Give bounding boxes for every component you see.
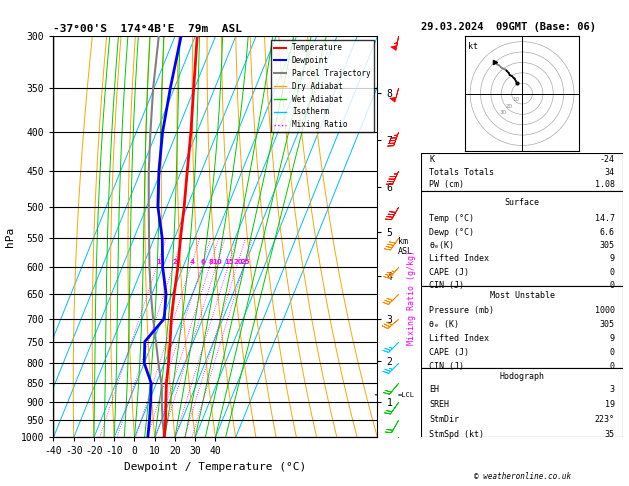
Text: 19: 19 (604, 400, 615, 409)
Text: kt: kt (468, 42, 478, 51)
Y-axis label: hPa: hPa (6, 227, 15, 247)
Text: CAPE (J): CAPE (J) (430, 348, 469, 357)
Text: PW (cm): PW (cm) (430, 180, 464, 189)
Text: =LCL: =LCL (398, 392, 415, 398)
Text: StmSpd (kt): StmSpd (kt) (430, 430, 484, 438)
Text: 10: 10 (513, 97, 520, 102)
Text: 0: 0 (610, 281, 615, 290)
Text: 10: 10 (213, 259, 223, 265)
Bar (421, 368, 623, 437)
Legend: Temperature, Dewpoint, Parcel Trajectory, Dry Adiabat, Wet Adiabat, Isotherm, Mi: Temperature, Dewpoint, Parcel Trajectory… (271, 40, 374, 132)
Bar (421, 286, 623, 368)
Text: 9: 9 (610, 334, 615, 343)
Y-axis label: km
ASL: km ASL (398, 237, 413, 256)
Text: 0: 0 (610, 362, 615, 371)
Text: 20: 20 (233, 259, 243, 265)
Text: 34: 34 (604, 168, 615, 176)
Text: Temp (°C): Temp (°C) (430, 214, 474, 223)
Text: 20: 20 (506, 104, 513, 108)
Text: 15: 15 (225, 259, 234, 265)
Text: Most Unstable: Most Unstable (489, 291, 555, 300)
Text: StmDir: StmDir (430, 415, 459, 424)
Text: 305: 305 (599, 241, 615, 250)
Text: 8: 8 (209, 259, 214, 265)
Text: 3: 3 (610, 385, 615, 394)
Bar (421, 153, 623, 191)
Text: 14.7: 14.7 (594, 214, 615, 223)
Text: 1.08: 1.08 (594, 180, 615, 189)
Text: EH: EH (430, 385, 440, 394)
Text: 1: 1 (156, 259, 161, 265)
Text: Lifted Index: Lifted Index (430, 255, 489, 263)
Text: 1000: 1000 (594, 306, 615, 315)
Text: © weatheronline.co.uk: © weatheronline.co.uk (474, 472, 571, 481)
Text: -37°00'S  174°4B'E  79m  ASL: -37°00'S 174°4B'E 79m ASL (53, 24, 242, 35)
Text: θₑ(K): θₑ(K) (430, 241, 455, 250)
Text: 6.6: 6.6 (599, 227, 615, 237)
Text: CIN (J): CIN (J) (430, 362, 464, 371)
Text: 2: 2 (172, 259, 177, 265)
Text: θₑ (K): θₑ (K) (430, 320, 459, 329)
Bar (421, 191, 623, 286)
Text: K: K (430, 155, 435, 164)
Text: Totals Totals: Totals Totals (430, 168, 494, 176)
Text: CIN (J): CIN (J) (430, 281, 464, 290)
Text: 9: 9 (610, 255, 615, 263)
Text: 223°: 223° (594, 415, 615, 424)
Text: Surface: Surface (504, 198, 540, 207)
Text: 29.03.2024  09GMT (Base: 06): 29.03.2024 09GMT (Base: 06) (421, 21, 596, 32)
Text: Mixing Ratio (g/kg): Mixing Ratio (g/kg) (408, 250, 416, 345)
Text: 0: 0 (610, 348, 615, 357)
Text: 305: 305 (599, 320, 615, 329)
Text: 35: 35 (604, 430, 615, 438)
Text: Lifted Index: Lifted Index (430, 334, 489, 343)
Text: 4: 4 (190, 259, 195, 265)
Text: CAPE (J): CAPE (J) (430, 268, 469, 277)
Text: 25: 25 (240, 259, 250, 265)
X-axis label: Dewpoint / Temperature (°C): Dewpoint / Temperature (°C) (125, 462, 306, 472)
Text: 30: 30 (500, 110, 507, 115)
Text: -24: -24 (599, 155, 615, 164)
Text: 6: 6 (201, 259, 206, 265)
Text: Dewp (°C): Dewp (°C) (430, 227, 474, 237)
Text: SREH: SREH (430, 400, 450, 409)
Text: 0: 0 (610, 268, 615, 277)
Text: Hodograph: Hodograph (499, 372, 545, 381)
Text: Pressure (mb): Pressure (mb) (430, 306, 494, 315)
